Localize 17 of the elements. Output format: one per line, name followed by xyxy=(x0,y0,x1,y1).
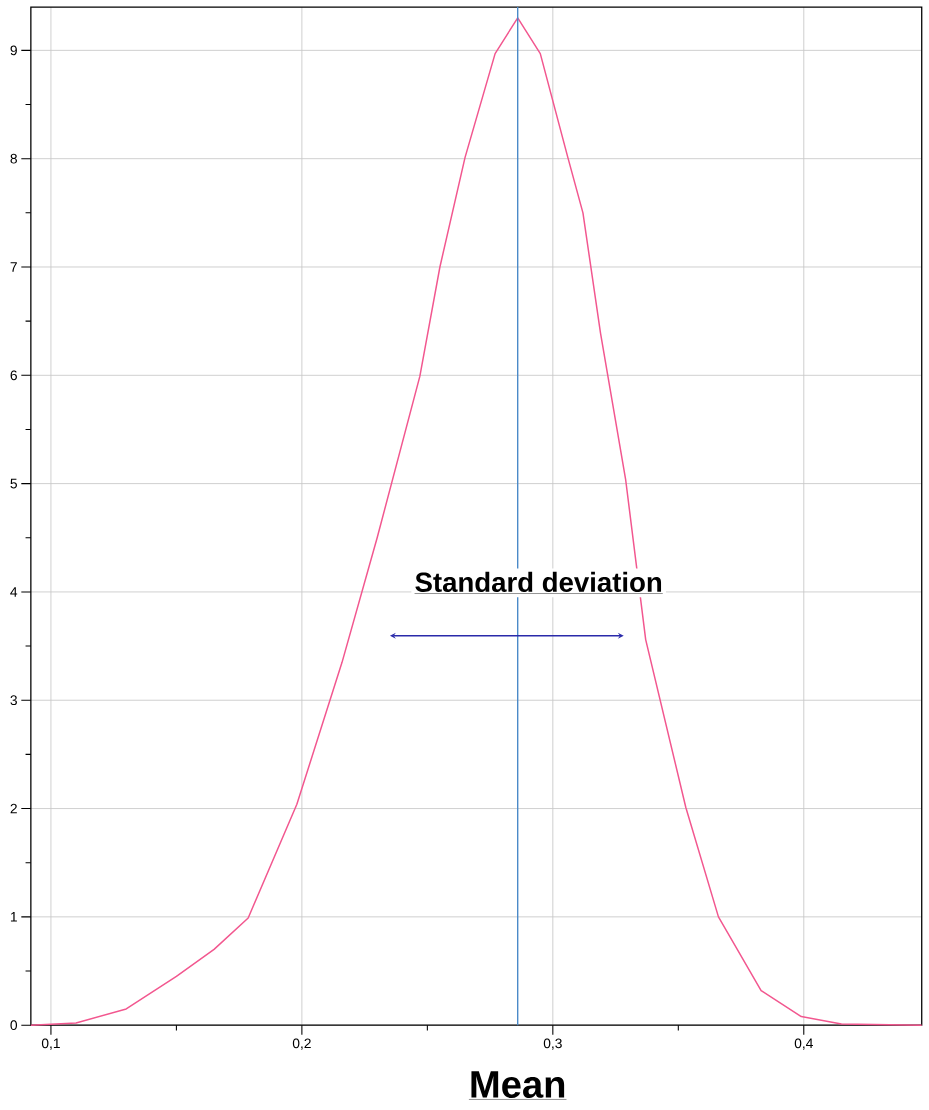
y-tick-label: 3 xyxy=(10,695,18,706)
y-tick-label: 8 xyxy=(10,153,18,164)
annotation: Standard deviation xyxy=(415,571,662,593)
y-tick-label: 4 xyxy=(10,587,18,597)
y-tick-label: 5 xyxy=(10,478,18,489)
y-tick-label: 0 xyxy=(10,1020,18,1031)
line-series xyxy=(30,17,923,1026)
y-tick-label: 2 xyxy=(10,803,17,814)
x-tick-label: 0,3 xyxy=(543,1038,562,1050)
y-tick-label: 6 xyxy=(10,370,18,381)
y-tick-label: 9 xyxy=(10,45,17,56)
y-tick-label: 7 xyxy=(10,262,17,272)
x-tick-label: 0,4 xyxy=(794,1038,814,1050)
y-tick-label: 1 xyxy=(11,912,17,922)
x-tick-label: 0,1 xyxy=(41,1038,60,1050)
ref-line-label: Mean xyxy=(471,1071,565,1098)
x-tick-label: 0,2 xyxy=(292,1038,311,1050)
